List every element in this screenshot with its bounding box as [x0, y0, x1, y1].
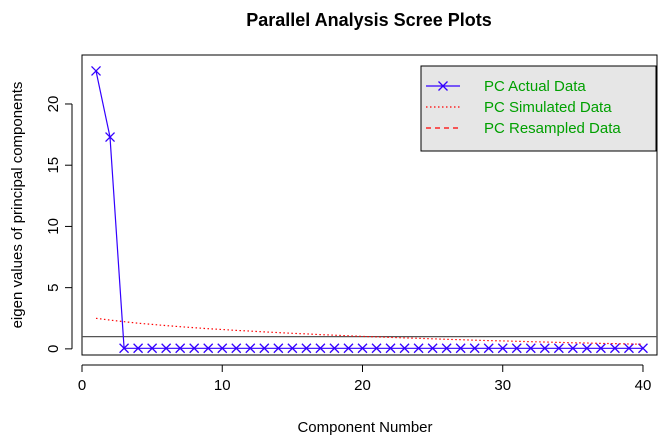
x-axis: 0 10 20 30 40 [78, 364, 652, 394]
data-point-marker [133, 343, 144, 354]
data-point-marker [455, 343, 466, 354]
data-point-marker [91, 65, 101, 76]
data-point-marker [329, 343, 340, 354]
data-point-marker [343, 343, 354, 354]
data-point-marker [567, 343, 578, 354]
x-tick-label: 20 [354, 377, 371, 394]
y-axis-label: eigen values of principal components [9, 82, 26, 329]
data-point-marker [427, 343, 438, 354]
chart-title: Parallel Analysis Scree Plots [246, 10, 491, 30]
legend-label-2: PC Resampled Data [484, 120, 621, 137]
data-point-marker [357, 343, 368, 354]
data-point-marker [638, 343, 648, 354]
data-point-marker [581, 343, 592, 354]
x-tick-label: 30 [494, 377, 511, 394]
data-point-marker [147, 343, 158, 354]
data-point-marker [413, 343, 424, 354]
y-tick-label: 10 [45, 218, 62, 235]
data-point-marker [399, 343, 410, 354]
legend: PC Actual Data PC Simulated Data PC Resamp… [420, 65, 657, 152]
legend-label-0: PC Actual Data [484, 78, 586, 95]
data-point-marker [245, 343, 256, 354]
data-point-marker [217, 343, 228, 354]
x-tick-label: 10 [214, 377, 231, 394]
x-axis-label: Component Number [297, 419, 432, 436]
legend-marker [438, 81, 448, 91]
data-point-marker [161, 343, 172, 354]
data-point-marker [539, 343, 550, 354]
y-tick-label: 15 [45, 157, 62, 174]
data-point-marker [441, 343, 452, 354]
data-point-marker [287, 343, 298, 354]
data-point-marker [595, 343, 606, 354]
plot-frame [81, 54, 658, 356]
data-point-marker [273, 343, 284, 354]
data-point-marker [497, 343, 508, 354]
data-point-marker [259, 343, 270, 354]
data-point-marker [525, 343, 536, 354]
data-point-marker [371, 343, 382, 354]
data-point-marker [469, 343, 480, 354]
data-point-marker [609, 343, 620, 354]
data-point-marker [301, 343, 312, 354]
data-point-marker [119, 343, 130, 354]
series-line-1 [95, 317, 644, 345]
data-point-marker [553, 343, 564, 354]
legend-box [420, 65, 657, 152]
series-line-0 [95, 70, 643, 349]
data-point-marker [189, 343, 200, 354]
data-point-marker [483, 343, 494, 354]
y-tick-label: 0 [45, 345, 62, 353]
data-point-marker [203, 343, 214, 354]
x-tick-label: 0 [78, 377, 86, 394]
x-tick-label: 40 [635, 377, 652, 394]
data-point-marker [511, 343, 522, 354]
data-point-marker [105, 132, 116, 143]
data-point-marker [175, 343, 186, 354]
legend-label-1: PC Simulated Data [484, 99, 612, 116]
data-point-marker [623, 343, 634, 354]
data-point-marker [385, 343, 396, 354]
data-point-marker [231, 343, 242, 354]
series-layer [91, 65, 648, 354]
data-point-marker [315, 343, 326, 354]
y-tick-label: 20 [45, 96, 62, 113]
y-axis: 0 5 10 15 20 [45, 96, 73, 353]
y-tick-label: 5 [45, 283, 62, 291]
